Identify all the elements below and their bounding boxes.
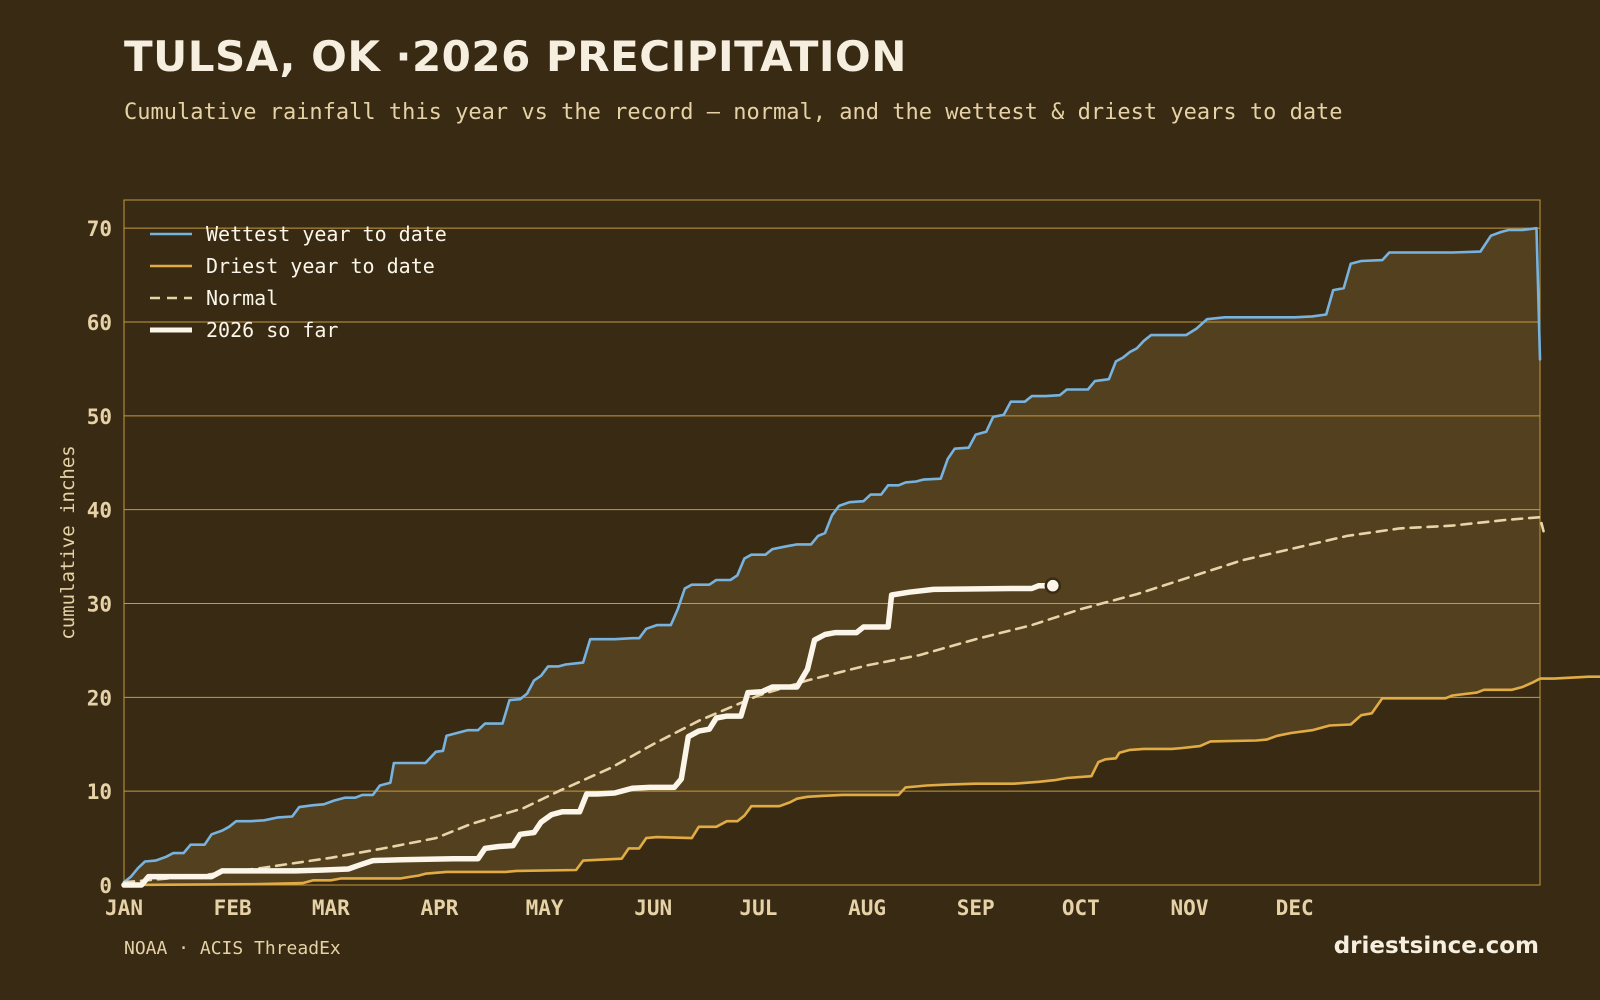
- series-line-current: [121, 582, 1056, 888]
- y-tick-label: 30: [87, 592, 112, 616]
- legend-label-wettest: Wettest year to date: [206, 222, 447, 246]
- legend-label-current: 2026 so far: [206, 318, 338, 342]
- series-line-normal: [122, 515, 1545, 884]
- series-line-driest: [122, 675, 1600, 887]
- x-tick-label-dec: DEC: [1276, 896, 1314, 920]
- plot-frame: [123, 199, 1541, 886]
- x-tick-label-oct: OCT: [1062, 896, 1100, 920]
- brand-link[interactable]: driestsince.com: [1333, 933, 1539, 959]
- x-tick-label-may: MAY: [526, 896, 564, 920]
- y-tick-label: 70: [87, 217, 112, 241]
- y-tick-label: 0: [99, 874, 112, 898]
- x-tick-label-sep: SEP: [957, 896, 995, 920]
- y-tick-label: 10: [87, 780, 112, 804]
- wet-dry-range-band: [124, 228, 1540, 885]
- y-tick-label: 40: [87, 499, 112, 523]
- data-source: NOAA · ACIS ThreadEx: [124, 938, 341, 959]
- y-axis-label: cumulative inches: [57, 445, 79, 639]
- x-tick-label-jul: JUL: [739, 896, 777, 920]
- legend-label-driest: Driest year to date: [206, 254, 435, 278]
- y-tick-label: 50: [87, 405, 112, 429]
- x-tick-label-feb: FEB: [214, 896, 252, 920]
- series-line-wettest: [122, 226, 1542, 884]
- x-tick-label-jan: JAN: [105, 896, 143, 920]
- legend-label-normal: Normal: [206, 286, 278, 310]
- current-endpoint-marker: [1044, 577, 1062, 594]
- chart-subtitle: Cumulative rainfall this year vs the rec…: [124, 100, 1343, 125]
- x-tick-label-aug: AUG: [848, 896, 886, 920]
- y-tick-label: 20: [87, 686, 112, 710]
- x-tick-label-apr: APR: [420, 896, 458, 920]
- x-tick-label-mar: MAR: [312, 896, 350, 920]
- y-tick-label: 60: [87, 311, 112, 335]
- x-tick-label-nov: NOV: [1171, 896, 1209, 920]
- x-tick-label-jun: JUN: [634, 896, 672, 920]
- chart-title: TULSA, OK ·2026 PRECIPITATION: [124, 32, 907, 81]
